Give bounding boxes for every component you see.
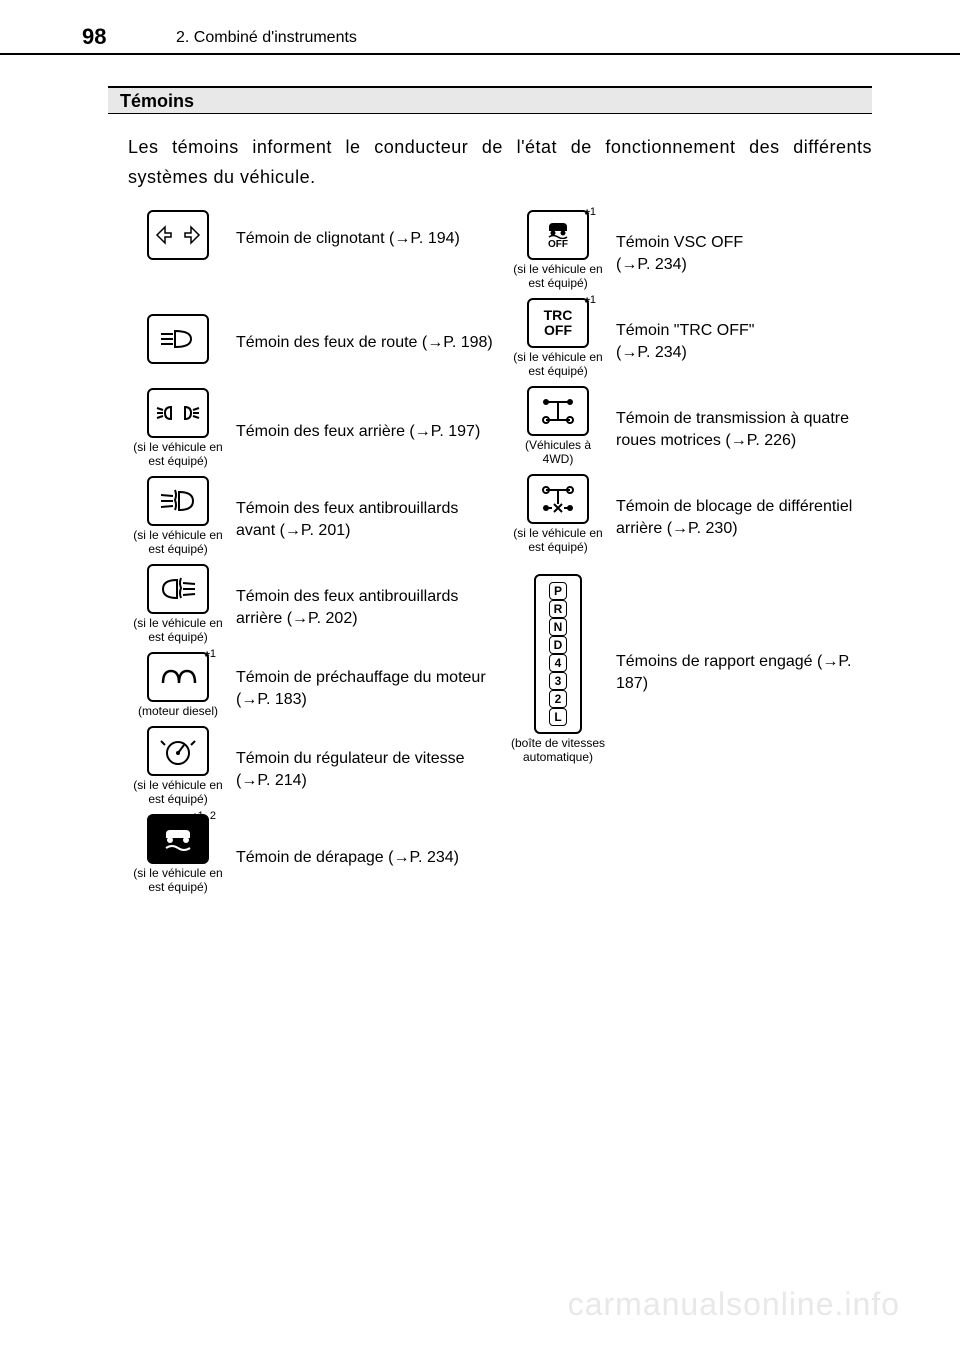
indicator-row: Témoin des feux de route (→P. 198) bbox=[128, 314, 498, 364]
icon-caption: (si le véhicule en est équipé) bbox=[508, 350, 608, 378]
gear-r: R bbox=[549, 600, 567, 618]
icon-caption: (moteur diesel) bbox=[138, 704, 218, 718]
indicator-ref: (→P. 197) bbox=[409, 423, 480, 440]
indicator-ref: (→P. 230) bbox=[667, 520, 738, 537]
chapter-title: 2. Combiné d'instruments bbox=[176, 29, 357, 47]
indicator-ref: (→P. 214) bbox=[236, 772, 307, 789]
indicator-label: Témoin de dérapage bbox=[236, 849, 384, 866]
indicator-label: Témoins de rapport engagé bbox=[616, 653, 813, 670]
indicator-desc: Témoin de clignotant (→P. 194) bbox=[228, 220, 498, 250]
gear-p: P bbox=[549, 582, 567, 600]
footnote-marker: *1 bbox=[584, 294, 596, 310]
gear-l: L bbox=[549, 708, 567, 726]
glow-plug-icon bbox=[147, 652, 209, 702]
high-beam-icon bbox=[147, 314, 209, 364]
gear-4: 4 bbox=[549, 654, 567, 672]
footnote-marker: *1 bbox=[584, 206, 596, 222]
icon-caption: (Véhicules à 4WD) bbox=[508, 438, 608, 466]
indicator-row: (si le véhicule en est équipé) Témoin du… bbox=[128, 726, 498, 806]
indicator-row: *1 TRCOFF (si le véhicule en est équipé)… bbox=[508, 298, 878, 378]
icon-caption: (si le véhicule en est équipé) bbox=[128, 528, 228, 556]
four-wd-icon bbox=[527, 386, 589, 436]
icon-caption: (si le véhicule en est équipé) bbox=[128, 866, 228, 894]
trc-off-icon: TRCOFF bbox=[527, 298, 589, 348]
gear-3: 3 bbox=[549, 672, 567, 690]
icon-caption: (si le véhicule en est équipé) bbox=[128, 616, 228, 644]
indicator-desc: Témoins de rapport engagé (→P. 187) bbox=[608, 643, 878, 695]
indicator-desc: Témoin de transmission à quatre roues mo… bbox=[608, 400, 878, 452]
vsc-off-icon: OFF bbox=[527, 210, 589, 260]
tail-light-icon bbox=[147, 388, 209, 438]
indicator-ref: (→P. 234) bbox=[616, 344, 687, 361]
indicator-desc: Témoin de dérapage (→P. 234) bbox=[228, 839, 498, 869]
rear-fog-icon bbox=[147, 564, 209, 614]
front-fog-icon bbox=[147, 476, 209, 526]
indicator-label: Témoin du régulateur de vitesse bbox=[236, 750, 465, 767]
gear-d: D bbox=[549, 636, 567, 654]
off-label: OFF bbox=[548, 239, 568, 250]
indicator-ref: (→P. 202) bbox=[287, 610, 358, 627]
indicator-row: (si le véhicule en est équipé) Témoin de… bbox=[128, 388, 498, 468]
gear-2: 2 bbox=[549, 690, 567, 708]
indicator-row: (si le véhicule en est équipé) Témoin de… bbox=[128, 564, 498, 644]
indicator-label: Témoin des feux de route bbox=[236, 334, 417, 351]
icon-caption: (boîte de vitesses automatique) bbox=[508, 736, 608, 764]
gear-n: N bbox=[549, 618, 567, 636]
icon-caption: (si le véhicule en est équipé) bbox=[128, 778, 228, 806]
watermark: carmanualsonline.info bbox=[568, 1286, 900, 1323]
header-divider bbox=[0, 53, 960, 55]
indicator-row: (si le véhicule en est équipé) Témoin de… bbox=[508, 474, 878, 554]
indicator-ref: (→P. 183) bbox=[236, 691, 307, 708]
content-columns: Témoin de clignotant (→P. 194) Témoin de… bbox=[128, 210, 888, 902]
indicator-label: Témoin VSC OFF bbox=[616, 234, 743, 251]
indicator-label: Témoin de clignotant bbox=[236, 230, 385, 247]
indicator-row: *1 OFF (si le véhicule en est équipé) Té… bbox=[508, 210, 878, 290]
rear-diff-lock-icon bbox=[527, 474, 589, 524]
indicator-ref: (→P. 198) bbox=[422, 334, 493, 351]
indicator-row: *1, 2 (si le véhicule en est équipé) Tém… bbox=[128, 814, 498, 894]
intro-text: Les témoins informent le conducteur de l… bbox=[128, 132, 872, 192]
indicator-desc: Témoin "TRC OFF" (→P. 234) bbox=[608, 312, 878, 364]
indicator-row: *1 (moteur diesel) Témoin de préchauffag… bbox=[128, 652, 498, 718]
indicator-ref: (→P. 226) bbox=[725, 432, 796, 449]
footnote-marker: *1, 2 bbox=[192, 810, 216, 826]
right-column: *1 OFF (si le véhicule en est équipé) Té… bbox=[508, 210, 878, 902]
gear-indicator-icon: P R N D 4 3 2 L bbox=[534, 574, 582, 734]
indicator-ref: (→P. 234) bbox=[616, 256, 687, 273]
footnote-marker: *1 bbox=[204, 648, 216, 664]
indicator-row: P R N D 4 3 2 L (boîte de vitesses autom… bbox=[508, 574, 878, 764]
indicator-ref: (→P. 201) bbox=[280, 522, 351, 539]
indicator-label: Témoin des feux arrière bbox=[236, 423, 405, 440]
indicator-row: (Véhicules à 4WD) Témoin de transmission… bbox=[508, 386, 878, 466]
indicator-desc: Témoin des feux antibrouillards arrière … bbox=[228, 578, 498, 630]
indicator-desc: Témoin VSC OFF (→P. 234) bbox=[608, 224, 878, 276]
indicator-row: (si le véhicule en est équipé) Témoin de… bbox=[128, 476, 498, 556]
indicator-ref: (→P. 194) bbox=[389, 230, 460, 247]
page-number: 98 bbox=[82, 24, 106, 50]
indicator-desc: Témoin des feux arrière (→P. 197) bbox=[228, 413, 498, 443]
section-heading: Témoins bbox=[108, 86, 872, 114]
turn-signal-icon bbox=[147, 210, 209, 260]
cruise-control-icon bbox=[147, 726, 209, 776]
indicator-desc: Témoin de préchauffage du moteur (→P. 18… bbox=[228, 659, 498, 711]
indicator-desc: Témoin de blocage de différentiel arrièr… bbox=[608, 488, 878, 540]
indicator-row: Témoin de clignotant (→P. 194) bbox=[128, 210, 498, 260]
indicator-desc: Témoin des feux de route (→P. 198) bbox=[228, 324, 498, 354]
indicator-desc: Témoin du régulateur de vitesse (→P. 214… bbox=[228, 740, 498, 792]
trc-off-text: TRCOFF bbox=[544, 308, 573, 338]
left-column: Témoin de clignotant (→P. 194) Témoin de… bbox=[128, 210, 498, 902]
indicator-label: Témoin "TRC OFF" bbox=[616, 322, 754, 339]
indicator-ref: (→P. 234) bbox=[388, 849, 459, 866]
icon-caption: (si le véhicule en est équipé) bbox=[508, 262, 608, 290]
icon-caption: (si le véhicule en est équipé) bbox=[128, 440, 228, 468]
indicator-desc: Témoin des feux antibrouillards avant (→… bbox=[228, 490, 498, 542]
icon-caption: (si le véhicule en est équipé) bbox=[508, 526, 608, 554]
indicator-label: Témoin de préchauffage du moteur bbox=[236, 669, 486, 686]
